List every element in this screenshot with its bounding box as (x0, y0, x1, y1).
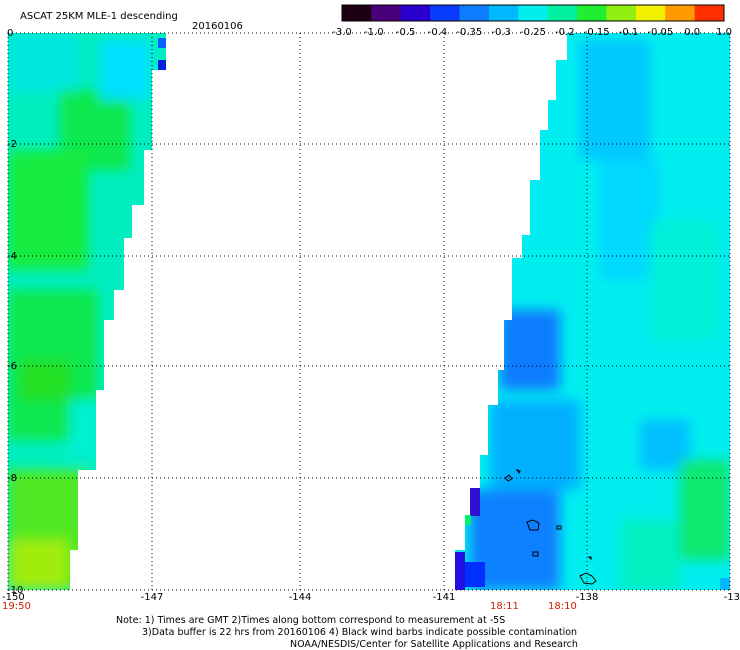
note-line-1: Note: 1) Times are GMT 2)Times along bot… (116, 615, 506, 626)
colorbar-segment (488, 5, 519, 21)
x-tick-label: -150 (2, 592, 25, 603)
x-tick-label: -13 (724, 592, 740, 603)
island-outlines (504, 469, 597, 585)
colorbar-segment (577, 5, 607, 21)
colorbar-label: 1.0 (716, 27, 732, 38)
colorbar-segment (606, 5, 637, 21)
time-label-left: 19:50 (2, 601, 31, 612)
colorbar-segment (430, 5, 461, 21)
note-line-2: 3)Data buffer is 22 hrs from 20160106 4)… (142, 627, 578, 638)
colorbar-label: -0.2 (555, 27, 575, 38)
map-date: 20160106 (192, 21, 243, 32)
colorbar-label: -0.15 (584, 27, 610, 38)
colorbar-label: -0.05 (647, 27, 673, 38)
y-tick-label: -8 (7, 473, 17, 484)
colorbar-label: -0.35 (456, 27, 482, 38)
x-tick-label: -144 (289, 592, 312, 603)
y-tick-label: -2 (7, 139, 17, 150)
y-tick-label: -4 (7, 251, 17, 262)
y-tick-label: 0 (7, 28, 13, 39)
colorbar-label: -0.3 (491, 27, 511, 38)
x-tick-label: -147 (141, 592, 164, 603)
time-label-2: 18:10 (548, 601, 577, 612)
x-tick-label: -141 (433, 592, 456, 603)
colorbar-frame (341, 4, 725, 22)
colorbar-segment (694, 5, 725, 21)
colorbar-label: -1.0 (364, 27, 384, 38)
left-swath-wind-field (8, 33, 166, 590)
latitude-tick-labels: 0 -2 -4 -6 -8 -10 (7, 28, 23, 596)
colorbar-label: -0.25 (520, 27, 546, 38)
map-title: ASCAT 25KM MLE-1 descending (20, 11, 178, 22)
y-tick-label: -10 (7, 585, 23, 596)
y-tick-label: -6 (7, 361, 17, 372)
colorbar: -3.0 -1.0 -0.5 -0.4 -0.35 -0.3 -0.25 -0.2 -0.15-… (332, 4, 732, 38)
right-swath-wind-field (455, 33, 730, 590)
colorbar-segment (371, 5, 402, 21)
colorbar-label: 0.0 (684, 27, 700, 38)
colorbar-segment (459, 5, 490, 21)
colorbar-segment (665, 5, 696, 21)
longitude-tick-labels: -150 -147 -144 -141 -138 -13 (2, 592, 740, 603)
time-label-1: 18:11 (490, 601, 519, 612)
colorbar-segment (342, 5, 372, 21)
colorbar-segment (518, 5, 549, 21)
colorbar-label: -0.1 (619, 27, 639, 38)
colorbar-segment (400, 5, 431, 21)
map-gridlines (7, 32, 731, 591)
colorbar-label: -0.5 (396, 27, 416, 38)
colorbar-segment (635, 5, 666, 21)
note-line-3: NOAA/NESDIS/Center for Satellite Applica… (290, 639, 578, 650)
colorbar-label: -3.0 (332, 27, 352, 38)
colorbar-segment (547, 5, 578, 21)
colorbar-label: -0.4 (428, 27, 448, 38)
x-tick-label: -138 (576, 592, 599, 603)
